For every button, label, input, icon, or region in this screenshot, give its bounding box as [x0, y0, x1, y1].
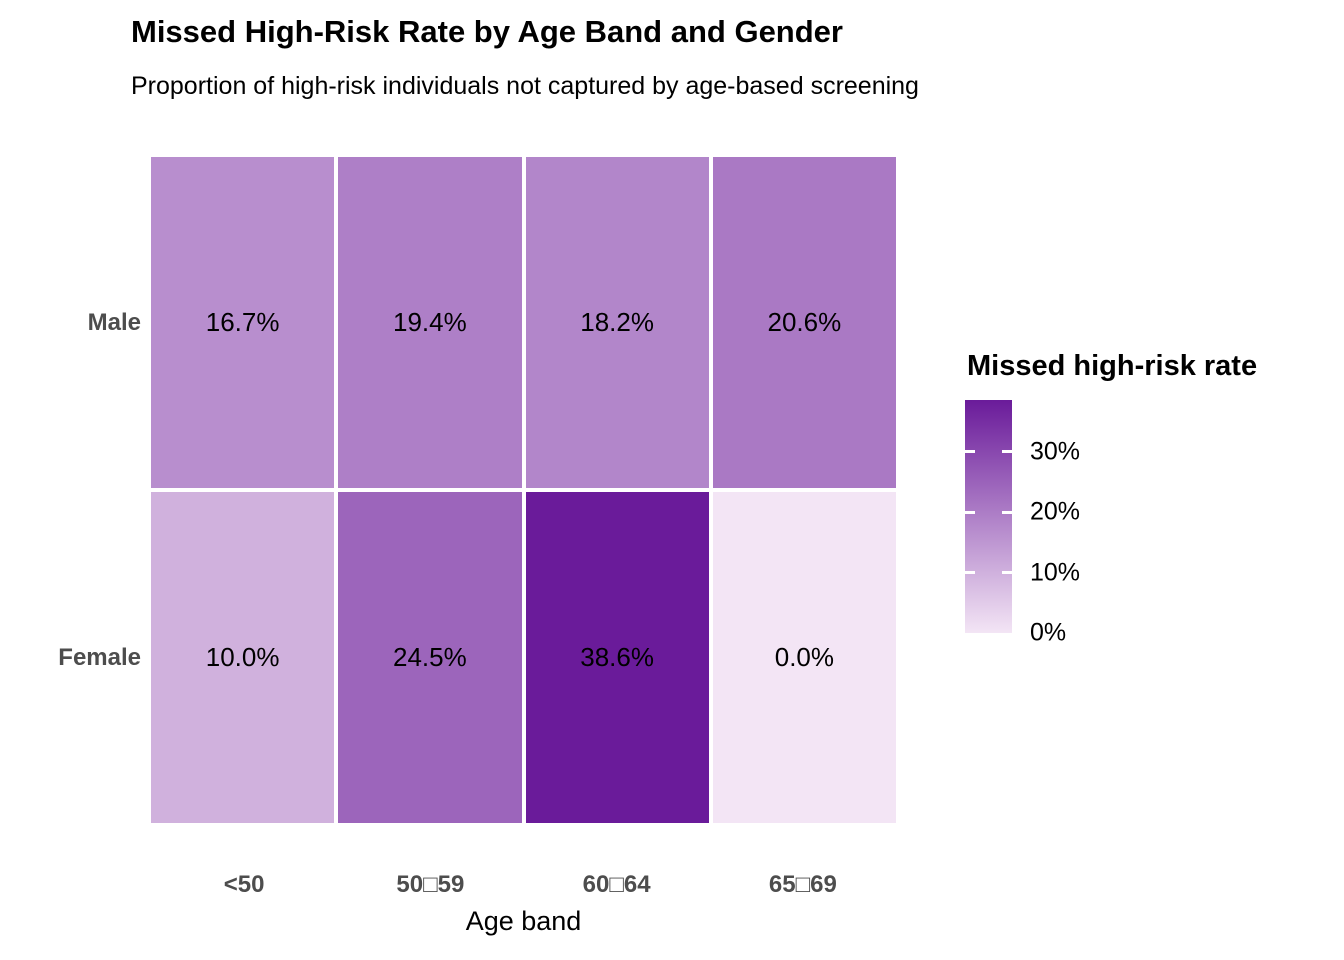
legend-tick-label-30: 30%: [1030, 437, 1081, 466]
heatmap-cell-value: 10.0%: [205, 642, 280, 672]
heatmap-cell-value: 38.6%: [580, 642, 654, 672]
y-tick-label-female: Female: [58, 643, 141, 671]
legend-tick-mark: [965, 510, 975, 514]
heatmap-cell-value: 16.7%: [205, 307, 280, 337]
legend-tick-mark: [1002, 571, 1012, 575]
x-tick-label-1: <50: [223, 871, 265, 898]
heatmap-cell-male-2: 19.4%: [338, 157, 522, 488]
heatmap-cell-female-3: 38.6%: [525, 492, 709, 823]
x-tick-label-3: 60□64: [582, 871, 651, 898]
legend-tick-label-20: 20%: [1030, 497, 1081, 526]
heatmap-cell-male-3: 18.2%: [525, 157, 709, 488]
legend-tick-mark: [965, 450, 975, 454]
heatmap-cell-value: 20.6%: [767, 307, 842, 337]
x-axis-labels: <50 50□59 60□64 65□69: [151, 871, 896, 899]
x-tick-label-4: 65□69: [768, 871, 837, 898]
chart-title: Missed High-Risk Rate by Age Band and Ge…: [131, 14, 843, 49]
heatmap-grid: 16.7% 19.4% 18.2% 20.6% 10.0% 24.5% 38.6% 0.0%: [151, 157, 896, 823]
legend-tick-mark: [965, 571, 975, 575]
heatmap-cell-female-1: 10.0%: [151, 492, 335, 823]
heatmap-cell-female-4: 0.0%: [712, 492, 896, 823]
x-axis-title: Age band: [465, 906, 582, 936]
legend-tick-mark: [1002, 450, 1012, 454]
heatmap-cell-female-2: 24.5%: [338, 492, 522, 823]
y-tick-label-male: Male: [87, 308, 141, 336]
legend-tick-label-0: 0%: [1030, 618, 1067, 647]
x-tick-label-2: 50□59: [396, 871, 465, 898]
heatmap-cell-male-1: 16.7%: [151, 157, 335, 488]
heatmap-cell-male-4: 20.6%: [712, 157, 896, 488]
heatmap-cell-value: 24.5%: [393, 642, 467, 672]
legend-title: Missed high-risk rate: [967, 350, 1258, 382]
heatmap-cell-value: 18.2%: [580, 307, 654, 337]
heatmap-cell-value: 19.4%: [393, 307, 467, 337]
heatmap-cell-value: 0.0%: [774, 642, 834, 672]
legend-gradient-bar: [965, 400, 1012, 633]
legend-tick-mark: [1002, 510, 1012, 514]
chart-subtitle: Proportion of high-risk individuals not …: [131, 72, 919, 100]
legend-tick-label-10: 10%: [1030, 558, 1081, 587]
